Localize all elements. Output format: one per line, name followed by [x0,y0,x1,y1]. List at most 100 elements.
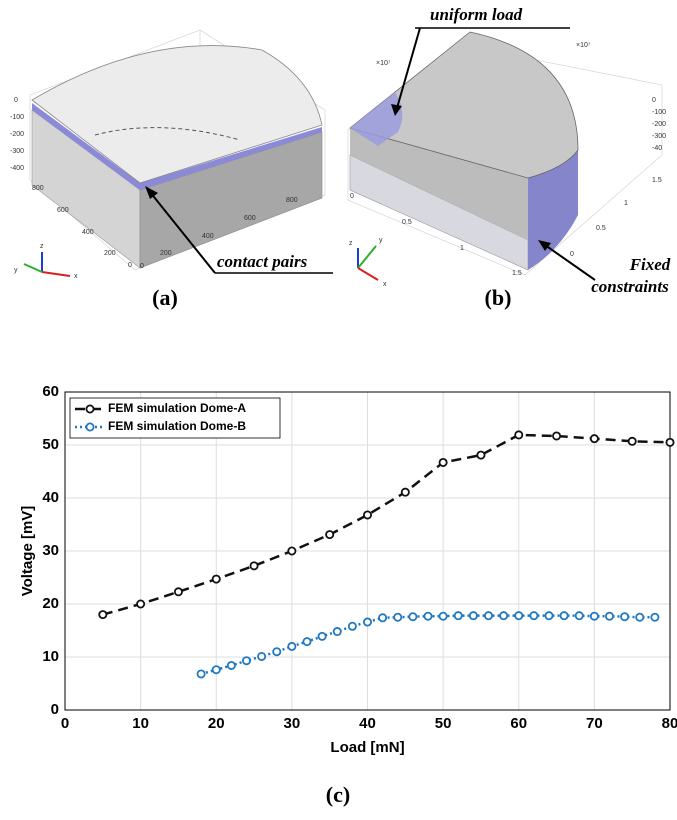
x-tick-label: 30 [284,715,301,732]
x-tick-label: 20 [208,715,225,732]
marker [250,562,257,569]
marker [364,511,371,518]
tick-label: -300 [652,133,666,140]
tick-label: 0 [14,97,18,104]
axis-name: x [383,281,387,288]
tick-label: -400 [10,165,24,172]
figure: contact pairs 0 -100 -200 -300 -400 800 … [0,0,677,820]
marker [213,575,220,582]
marker [470,612,477,619]
axis-name: z [349,240,353,247]
marker [636,614,643,621]
tick-label: 200 [104,250,116,257]
y-tick-label: 50 [42,436,59,453]
tick-label: -100 [652,109,666,116]
x-tick-label: 10 [132,715,149,732]
marker [228,662,235,669]
marker [530,612,537,619]
tick-label: -200 [10,131,24,138]
legend-label: FEM simulation Dome-B [108,419,246,433]
marker [303,638,310,645]
axis-name: y [14,267,18,274]
marker [198,670,205,677]
marker [629,438,636,445]
tick-label: 0 [128,262,132,269]
marker [666,439,673,446]
tick-label: 0 [140,263,144,270]
marker [334,628,341,635]
y-axis-label: Voltage [mV] [19,506,36,597]
y-tick-label: 60 [42,383,59,400]
marker [424,613,431,620]
legend-label: FEM simulation Dome-A [108,401,246,415]
marker [258,653,265,660]
y-tick-label: 40 [42,489,59,506]
y-tick-label: 0 [51,701,59,718]
tick-label: -40 [652,145,662,152]
marker [477,451,484,458]
triad: z y x [14,243,78,280]
x-tick-label: 60 [510,715,527,732]
legend-marker [86,405,93,412]
tick-label: 600 [244,215,256,222]
marker [561,612,568,619]
tick-label: 400 [202,233,214,240]
marker [591,613,598,620]
tick-label: -300 [10,148,24,155]
marker [545,612,552,619]
y-tick-label: 30 [42,542,59,559]
axis-name: z [40,243,44,250]
tick-label: 1.5 [652,177,662,184]
x-tick-label: 50 [435,715,452,732]
tick-label: 0.5 [596,225,606,232]
legend-marker [86,423,93,430]
marker [500,612,507,619]
x-tick-label: 80 [662,715,677,732]
tick-label: 1 [624,200,628,207]
axis-name: y [379,237,383,244]
panel-label: (a) [152,285,178,310]
scale-label: ×10⁷ [576,42,591,49]
tick-label: 1.5 [512,270,522,277]
axis-name: x [74,273,78,280]
marker [553,432,560,439]
marker [440,459,447,466]
marker [288,547,295,554]
marker [515,612,522,619]
marker [576,612,583,619]
tick-label: 0 [570,251,574,258]
tick-label: -100 [10,114,24,121]
tick-label: 800 [286,197,298,204]
panel-a: contact pairs 0 -100 -200 -300 -400 800 … [10,30,333,310]
x-axis-label: Load [mN] [330,739,404,756]
annotation: contact pairs [217,252,308,271]
tick-label: 1 [460,245,464,252]
x-tick-label: 40 [359,715,376,732]
marker [137,600,144,607]
annotation: uniform load [430,5,523,24]
marker [213,666,220,673]
panel-b: uniform load Fixed constraints ×10⁷ ×10⁷… [348,5,671,310]
marker [409,613,416,620]
marker [364,618,371,625]
x-tick-label: 70 [586,715,603,732]
annotation: Fixed [629,255,671,274]
marker [319,633,326,640]
y-tick-label: 10 [42,648,59,665]
marker [288,643,295,650]
marker [621,613,628,620]
marker [349,623,356,630]
marker [379,614,386,621]
scale-label: ×10⁷ [376,60,391,67]
tick-label: 400 [82,229,94,236]
marker [591,435,598,442]
tick-label: 0.5 [402,219,412,226]
tick-label: -200 [652,121,666,128]
marker [651,614,658,621]
marker [440,613,447,620]
tick-label: 0 [350,193,354,200]
x-tick-label: 0 [61,715,69,732]
tick-label: 0 [652,97,656,104]
annotation: constraints [591,277,669,296]
marker [243,657,250,664]
